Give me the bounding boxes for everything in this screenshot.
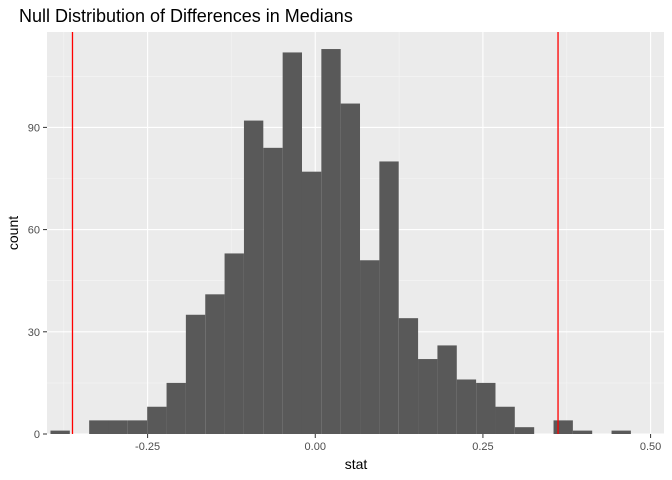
y-tick-label: 90 [28,122,40,134]
x-tick-label: -0.25 [135,441,160,453]
histogram-bar [321,49,341,434]
histogram-bar [360,260,380,434]
histogram-bars [50,49,631,435]
x-axis-ticks: -0.25 0.00 0.25 0.50 [135,434,661,453]
histogram-bar [301,171,322,434]
histogram-bar [166,382,186,434]
x-tick-label: 0.00 [305,441,326,453]
x-axis-title: stat [345,456,368,472]
histogram-bar [553,420,573,434]
y-tick-label: 30 [28,327,40,339]
histogram-bar [437,345,457,434]
histogram-bar [224,253,244,434]
histogram-bar [398,318,419,434]
y-axis-title: count [5,216,21,250]
histogram-bar [127,420,148,434]
histogram-bar [205,294,225,434]
histogram-bar [514,427,535,434]
histogram-bar [147,406,167,434]
y-tick-label: 60 [28,225,40,237]
histogram-bar [185,314,206,434]
reference-lines [71,32,559,434]
histogram-bar [243,120,264,435]
histogram-bar [379,161,399,434]
histogram-bar [340,103,361,435]
y-axis-ticks: 0 30 60 90 [28,122,47,441]
chart-title: Null Distribution of Differences in Medi… [19,6,353,26]
x-tick-label: 0.50 [640,441,661,453]
histogram-bar [89,420,109,434]
histogram-bar [476,382,496,434]
y-tick-label: 0 [34,429,40,441]
x-tick-label: 0.25 [472,441,493,453]
histogram-bar [282,52,302,435]
histogram-bar [263,147,283,434]
histogram-bar [572,430,593,434]
histogram-bar [495,406,515,434]
histogram-bar [611,430,631,434]
histogram-bar [108,420,128,434]
histogram-bar [456,379,477,434]
histogram-bar [50,430,70,434]
histogram-bar [418,359,438,434]
